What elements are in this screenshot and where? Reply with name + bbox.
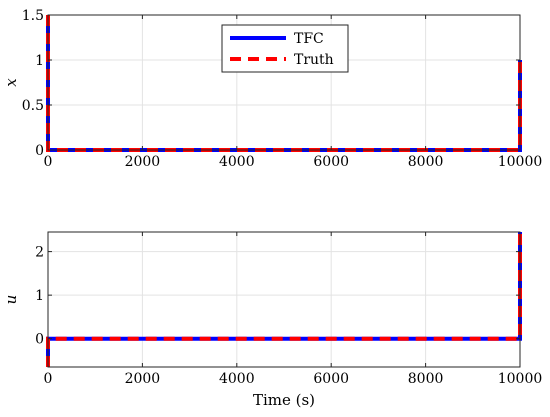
x-tick-label: 0 — [44, 154, 53, 170]
x-tick-label: 2000 — [125, 154, 161, 170]
x-axis-label: Time (s) — [253, 391, 315, 409]
y-tick-label: 1.5 — [22, 8, 44, 24]
x-tick-label: 0 — [44, 371, 53, 387]
y-tick-label: 2 — [35, 245, 44, 261]
y-tick-label: 0 — [35, 143, 44, 159]
x-tick-label: 2000 — [125, 371, 161, 387]
y-axis-label: x — [2, 78, 20, 87]
x-tick-label: 6000 — [313, 154, 349, 170]
axes-box — [47, 14, 521, 151]
legend-label-truth: Truth — [294, 52, 334, 68]
y-tick-label: 0 — [35, 332, 44, 348]
x-tick-label: 4000 — [219, 371, 255, 387]
x-tick-label: 10000 — [498, 154, 543, 170]
x-tick-label: 8000 — [408, 154, 444, 170]
legend-box — [221, 24, 349, 73]
panel-1: 0 2000 4000 6000 8000 10000 0 0.5 1 1.5 x TFC Truth — [2, 8, 542, 170]
y-tick-label: 0.5 — [22, 98, 44, 114]
x-tick-label: 4000 — [219, 154, 255, 170]
y-tick-label: 1 — [35, 288, 44, 304]
legend: TFC Truth — [221, 24, 349, 73]
plot-area — [48, 232, 520, 367]
x-tick-label: 6000 — [313, 371, 349, 387]
y-axis-label: u — [2, 295, 20, 305]
legend-label-tfc: TFC — [294, 31, 324, 47]
x-tick-label: 8000 — [408, 371, 444, 387]
panel-2: 0 2000 4000 6000 8000 10000 0 1 2 u Time (s) — [2, 231, 543, 409]
y-tick-label: 1 — [35, 53, 44, 69]
x-tick-label: 10000 — [498, 371, 543, 387]
axes-box — [47, 231, 521, 368]
